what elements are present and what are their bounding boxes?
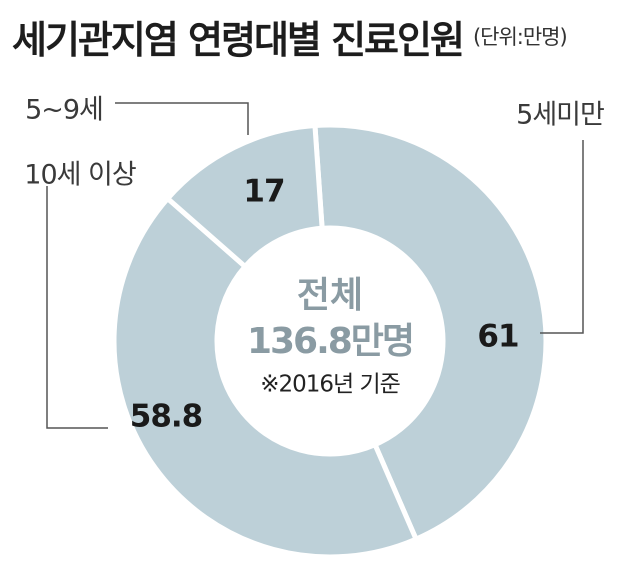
leader-line-5-to-9 — [115, 102, 249, 135]
center-basis-note: ※2016년 기준 — [260, 372, 400, 398]
category-label-under-5: 5세미만 — [516, 100, 604, 131]
category-label-5-to-9: 5~9세 — [25, 95, 103, 126]
unit-note: (단위:만명) — [472, 25, 568, 49]
category-label-10-plus: 10세 이상 — [24, 160, 136, 191]
leader-line-under-5 — [540, 140, 584, 334]
value-label-10-plus: 58.8 — [130, 399, 203, 435]
center-total-heading: 전체 — [297, 275, 363, 316]
slice-under-5 — [312, 122, 549, 543]
value-label-5-to-9: 17 — [243, 174, 284, 210]
title-row: 세기관지염 연령대별 진료인원 (단위:만명) — [12, 6, 568, 66]
chart-title: 세기관지염 연령대별 진료인원 — [12, 17, 465, 62]
slice-5-to-9 — [164, 122, 325, 271]
slice-10-plus — [111, 195, 420, 560]
value-label-under-5: 61 — [477, 319, 518, 355]
leader-line-10-plus — [46, 186, 108, 429]
center-total-value: 136.8만명 — [247, 321, 413, 362]
